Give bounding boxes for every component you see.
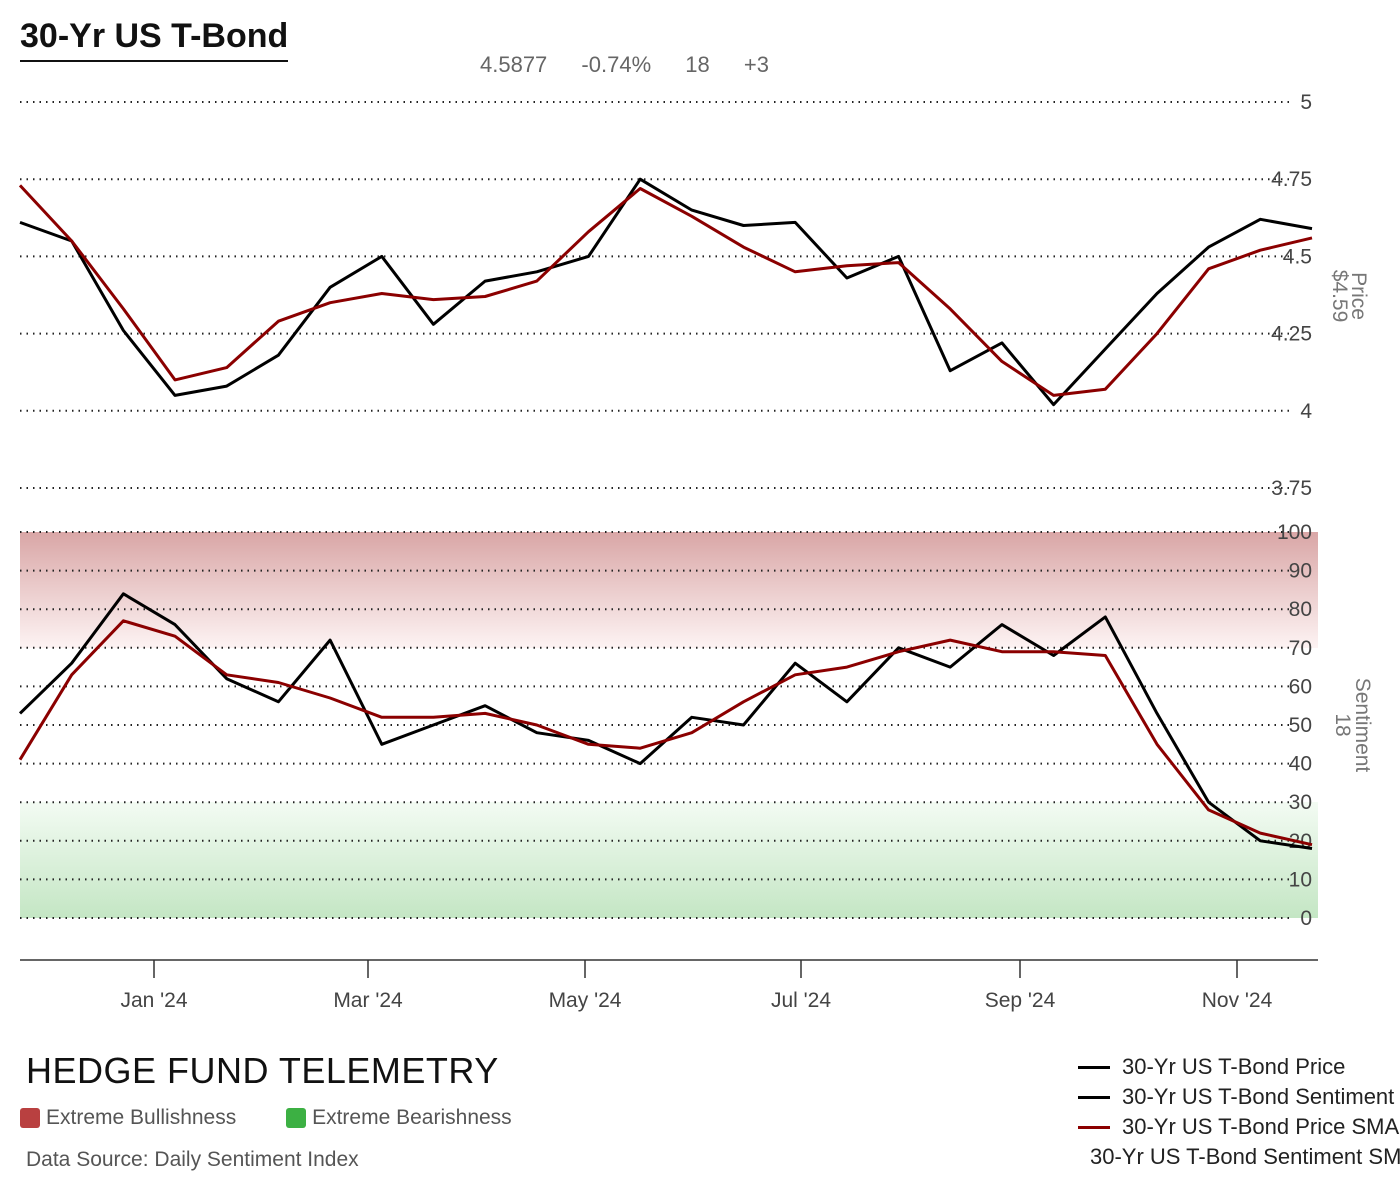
series-lines bbox=[18, 177, 1313, 850]
y-tick-label: 30 bbox=[1289, 791, 1312, 814]
y-tick-label: 3.75 bbox=[1271, 477, 1312, 500]
series-line-sma bbox=[18, 619, 1313, 847]
legend-swatch bbox=[1078, 1125, 1110, 1129]
legend-item[interactable]: 30-Yr US T-Bond Sentiment bbox=[1078, 1082, 1400, 1112]
y-tick-label: 40 bbox=[1289, 753, 1312, 776]
y-tick-label: 4.5 bbox=[1283, 245, 1312, 268]
chart-title: 30-Yr US T-Bond bbox=[20, 16, 289, 62]
y-tick-label: 5 bbox=[1300, 91, 1312, 114]
sentiment-axis-value: 18 bbox=[1331, 713, 1354, 736]
stats-bar: 4.5877 -0.74% 18 +3 bbox=[480, 52, 797, 78]
bull-swatch bbox=[20, 1108, 40, 1128]
price-axis-title: Price bbox=[1347, 272, 1370, 320]
x-tick-label: Sep '24 bbox=[985, 989, 1056, 1012]
series-line-value bbox=[19, 177, 1313, 407]
legend-item[interactable]: 30-Yr US T-Bond Sentiment SMA bbox=[1078, 1142, 1400, 1172]
bull-zone-band bbox=[20, 532, 1318, 648]
legend-label: 30-Yr US T-Bond Price bbox=[1122, 1054, 1346, 1079]
y-tick-label: 0 bbox=[1300, 907, 1312, 930]
data-source: Data Source: Daily Sentiment Index bbox=[26, 1148, 359, 1171]
y-tick-label: 100 bbox=[1277, 521, 1312, 544]
sentiment-axis-title: Sentiment bbox=[1351, 678, 1374, 773]
bear-swatch bbox=[286, 1108, 307, 1128]
bull-zone-key: Extreme Bullishness bbox=[20, 1106, 236, 1130]
gridlines bbox=[20, 101, 1290, 919]
y-tick-label: 4.75 bbox=[1271, 168, 1312, 191]
chart-svg: 54.754.54.2543.751009080706050403020100 … bbox=[18, 91, 1374, 1012]
y-tick-label: 4.25 bbox=[1271, 323, 1312, 346]
y-tick-label: 80 bbox=[1289, 598, 1312, 621]
y-tick-label: 70 bbox=[1289, 637, 1312, 660]
x-tick-label: May '24 bbox=[549, 989, 622, 1012]
legend-label: 30-Yr US T-Bond Sentiment SMA bbox=[1090, 1144, 1400, 1169]
zone-legend: Extreme Bullishness Extreme Bearishness bbox=[20, 1106, 556, 1134]
legend-label: 30-Yr US T-Bond Sentiment bbox=[1122, 1084, 1395, 1109]
legend-swatch bbox=[1078, 1095, 1110, 1099]
y-tick-label: 90 bbox=[1289, 560, 1312, 583]
y-tick-label: 60 bbox=[1289, 675, 1312, 698]
y-tick-label: 10 bbox=[1289, 868, 1312, 891]
price-value: 4.5877 bbox=[480, 52, 548, 77]
brand-name: HEDGE FUND TELEMETRY bbox=[26, 1050, 499, 1091]
y-tick-label: 50 bbox=[1289, 714, 1312, 737]
price-change: -0.74% bbox=[581, 52, 652, 77]
legend-label: 30-Yr US T-Bond Price SMA bbox=[1122, 1114, 1400, 1139]
series-legend: 30-Yr US T-Bond Price 30-Yr US T-Bond Se… bbox=[1078, 1052, 1400, 1172]
bear-zone-band bbox=[20, 802, 1318, 918]
x-tick-label: Jul '24 bbox=[771, 989, 831, 1012]
x-tick-label: Nov '24 bbox=[1202, 989, 1273, 1012]
series-line-sma bbox=[18, 184, 1313, 397]
legend-swatch bbox=[1078, 1065, 1110, 1069]
x-tick-label: Mar '24 bbox=[333, 989, 403, 1012]
x-tick-label: Jan '24 bbox=[120, 989, 187, 1012]
bull-zone-label: Extreme Bullishness bbox=[46, 1106, 237, 1129]
sentiment-value: 18 bbox=[685, 52, 710, 77]
y-tick-label: 4 bbox=[1300, 400, 1312, 423]
legend-item[interactable]: 30-Yr US T-Bond Price SMA bbox=[1078, 1112, 1400, 1142]
x-ticks: Jan '24 Mar '24 May '24 Jul '24 Sep '24 Nov '… bbox=[120, 960, 1273, 1012]
sentiment-change: +3 bbox=[743, 52, 769, 77]
bear-zone-label: Extreme Bearishness bbox=[312, 1106, 512, 1129]
price-axis-value: $4.59 bbox=[1328, 270, 1351, 323]
bear-zone-key: Extreme Bearishness bbox=[286, 1106, 512, 1130]
legend-item[interactable]: 30-Yr US T-Bond Price bbox=[1078, 1052, 1400, 1082]
